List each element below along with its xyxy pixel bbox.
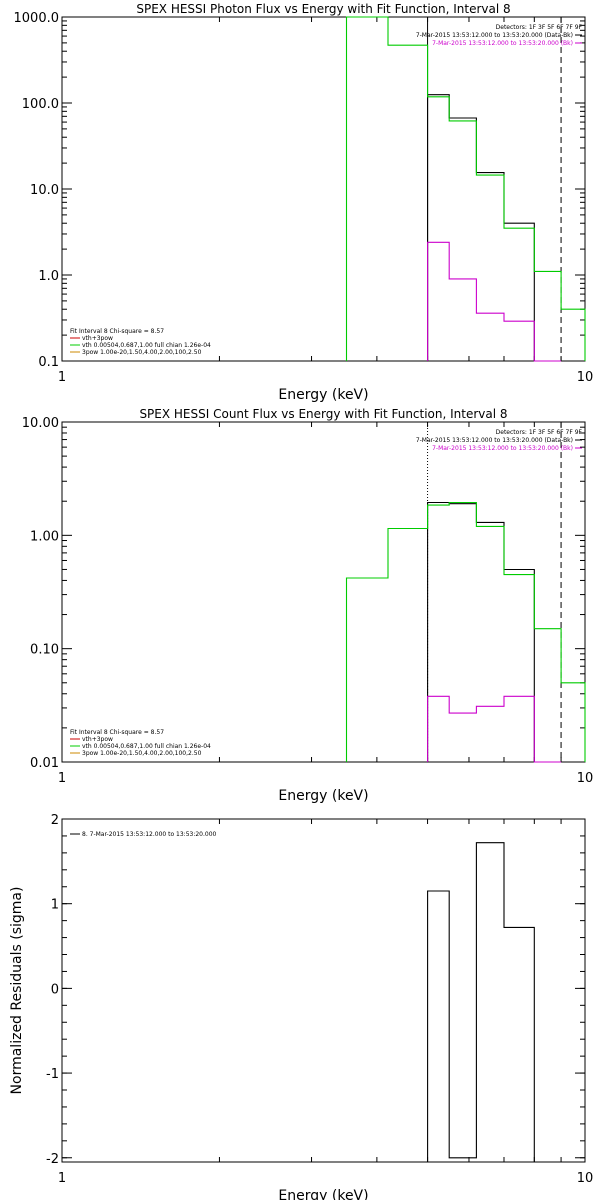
series-step-line (427, 695, 562, 763)
plot-frame (61, 16, 586, 362)
header-legend-line: 7-Mar-2015 13:53:12.000 to 13:53:20.000 … (432, 40, 573, 47)
legend-line: vth+3pow (82, 736, 113, 743)
y-tick-label: 2 (51, 813, 59, 828)
x-tick-label: 10 (577, 370, 594, 385)
legend-line: Fit Interval 8 Chi-square = 8.57 (70, 328, 164, 335)
header-legend-line: 7-Mar-2015 13:53:12.000 to 13:53:20.000 … (432, 445, 573, 452)
plot-frame (61, 818, 586, 1163)
header-legend-line: 7-Mar-2015 13:53:12.000 to 13:53:20.000 … (416, 437, 573, 444)
y-axis-label: Normalized Residuals (sigma) (9, 887, 25, 1095)
plot-frame (61, 421, 586, 763)
x-tick-label: 10 (577, 771, 594, 786)
y-tick-label: 1.0 (38, 269, 59, 284)
header-legend-line: Detectors: 1F 3F 5F 6F 7F 9F (496, 429, 583, 436)
y-tick-label: 0 (51, 982, 59, 997)
x-axis-label: Energy (keV) (278, 788, 368, 804)
chart-title: SPEX HESSI Count Flux vs Energy with Fit… (139, 407, 507, 421)
chart-panel-1: SPEX HESSI Photon Flux vs Energy with Fi… (14, 2, 594, 403)
x-tick-label: 10 (577, 1171, 594, 1186)
legend-line: Fit Interval 8 Chi-square = 8.57 (70, 729, 164, 736)
y-tick-label: 10.0 (30, 183, 59, 198)
series-step-line (345, 16, 586, 361)
y-tick-label: 1000.0 (14, 11, 60, 26)
chart-panel-3: 1 10 -2 -1 0 1 2 Energy (keV) Normalized Residua… (9, 813, 593, 1200)
x-axis-label: Energy (keV) (278, 1188, 368, 1200)
y-tick-label: 10.00 (22, 416, 59, 431)
legend-line: 8. 7-Mar-2015 13:53:12.000 to 13:53:20.0… (82, 831, 217, 838)
header-legend-line: Detectors: 1F 3F 5F 6F 7F 9F (496, 24, 583, 31)
legend-line: 3pow 1.00e-20,1.50,4.00,2.00,100,2.50 (82, 750, 202, 757)
y-tick-label: 1 (51, 898, 59, 913)
legend-line: vth+3pow (82, 335, 113, 342)
x-tick-label: 1 (58, 370, 66, 385)
series-step-line (427, 94, 562, 362)
legend-line: vth 0.00504,0.687,1.00 full chian 1.26e-… (82, 743, 211, 750)
legend-line: vth 0.00504,0.687,1.00 full chian 1.26e-… (82, 342, 211, 349)
header-legend-line: 7-Mar-2015 13:53:12.000 to 13:53:20.000 … (416, 32, 573, 39)
y-tick-label: 0.01 (30, 756, 59, 771)
y-tick-label: -2 (46, 1152, 59, 1167)
y-tick-label: 100.0 (22, 97, 59, 112)
series-step-line (427, 501, 562, 763)
x-axis-label: Energy (keV) (278, 387, 368, 403)
x-tick-label: 1 (58, 771, 66, 786)
series-step-line (345, 501, 586, 762)
legend-line: 3pow 1.00e-20,1.50,4.00,2.00,100,2.50 (82, 349, 202, 356)
y-tick-label: 0.1 (38, 355, 59, 370)
chart-title: SPEX HESSI Photon Flux vs Energy with Fi… (136, 2, 510, 16)
y-tick-label: -1 (46, 1067, 59, 1082)
series-step-line (427, 842, 562, 1163)
y-tick-label: 1.00 (30, 529, 59, 544)
chart-panel-2: SPEX HESSI Count Flux vs Energy with Fit… (22, 407, 593, 804)
y-tick-label: 0.10 (30, 643, 59, 658)
x-tick-label: 1 (58, 1171, 66, 1186)
series-step-line (427, 241, 562, 362)
